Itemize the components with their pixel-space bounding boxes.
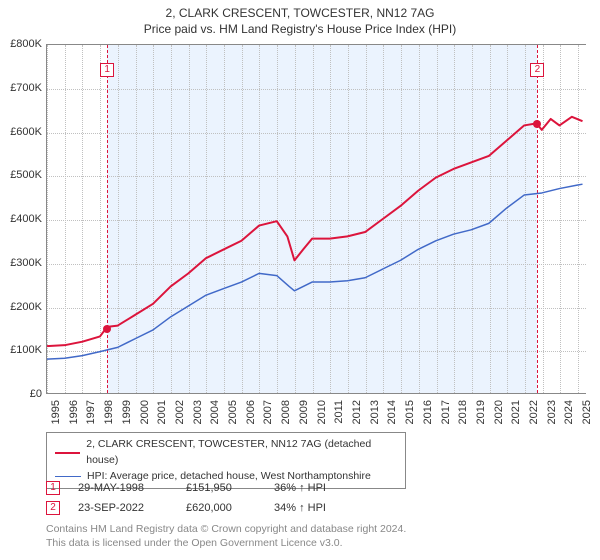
plot-area: 12 (46, 44, 586, 394)
x-axis-tick-label: 2025 (581, 400, 593, 440)
legend-label: 2, CLARK CRESCENT, TOWCESTER, NN12 7AG (… (86, 437, 397, 469)
x-axis-tick-label: 2024 (563, 400, 575, 440)
sale-marker-dot (103, 325, 111, 333)
x-axis-tick-label: 2018 (457, 400, 469, 440)
chart-container: 2, CLARK CRESCENT, TOWCESTER, NN12 7AG P… (0, 0, 600, 560)
transaction-row: 1 29-MAY-1998 £151,950 36% ↑ HPI (46, 478, 364, 498)
transactions-table: 1 29-MAY-1998 £151,950 36% ↑ HPI 2 23-SE… (46, 478, 364, 518)
legend-item-property: 2, CLARK CRESCENT, TOWCESTER, NN12 7AG (… (55, 437, 397, 469)
transaction-diff: 36% ↑ HPI (274, 482, 364, 494)
series-lines (47, 45, 586, 393)
legend-swatch (55, 452, 80, 454)
x-axis-tick-label: 2017 (440, 400, 452, 440)
y-axis-tick-label: £0 (0, 388, 42, 400)
y-axis-tick-label: £200K (0, 301, 42, 313)
transaction-diff: 34% ↑ HPI (274, 502, 364, 514)
series-line-hpi (47, 184, 583, 359)
sale-marker-box: 2 (530, 63, 544, 77)
sale-marker-box: 1 (100, 63, 114, 77)
footer-line: This data is licensed under the Open Gov… (46, 536, 406, 550)
transaction-date: 29-MAY-1998 (78, 482, 168, 494)
y-axis-tick-label: £400K (0, 213, 42, 225)
transaction-row: 2 23-SEP-2022 £620,000 34% ↑ HPI (46, 498, 364, 518)
x-axis-tick-label: 2020 (493, 400, 505, 440)
x-axis-tick-label: 2021 (510, 400, 522, 440)
x-axis-tick-label: 2019 (475, 400, 487, 440)
y-axis-tick-label: £800K (0, 38, 42, 50)
transaction-date: 23-SEP-2022 (78, 502, 168, 514)
y-axis-tick-label: £700K (0, 82, 42, 94)
chart-title: 2, CLARK CRESCENT, TOWCESTER, NN12 7AG (0, 0, 600, 20)
x-axis-tick-label: 2023 (546, 400, 558, 440)
y-axis-tick-label: £600K (0, 126, 42, 138)
transaction-marker-box: 2 (46, 501, 60, 515)
footer-attribution: Contains HM Land Registry data © Crown c… (46, 522, 406, 550)
y-axis-tick-label: £100K (0, 344, 42, 356)
x-axis-tick-label: 2022 (528, 400, 540, 440)
transaction-price: £151,950 (186, 482, 256, 494)
footer-line: Contains HM Land Registry data © Crown c… (46, 522, 406, 536)
x-axis-tick-label: 2016 (422, 400, 434, 440)
sale-marker-dot (533, 120, 541, 128)
series-line-property (47, 117, 583, 346)
legend-swatch (55, 476, 81, 477)
chart-subtitle: Price paid vs. HM Land Registry's House … (0, 20, 600, 40)
transaction-marker-box: 1 (46, 481, 60, 495)
transaction-price: £620,000 (186, 502, 256, 514)
y-axis-tick-label: £500K (0, 169, 42, 181)
y-axis-tick-label: £300K (0, 257, 42, 269)
